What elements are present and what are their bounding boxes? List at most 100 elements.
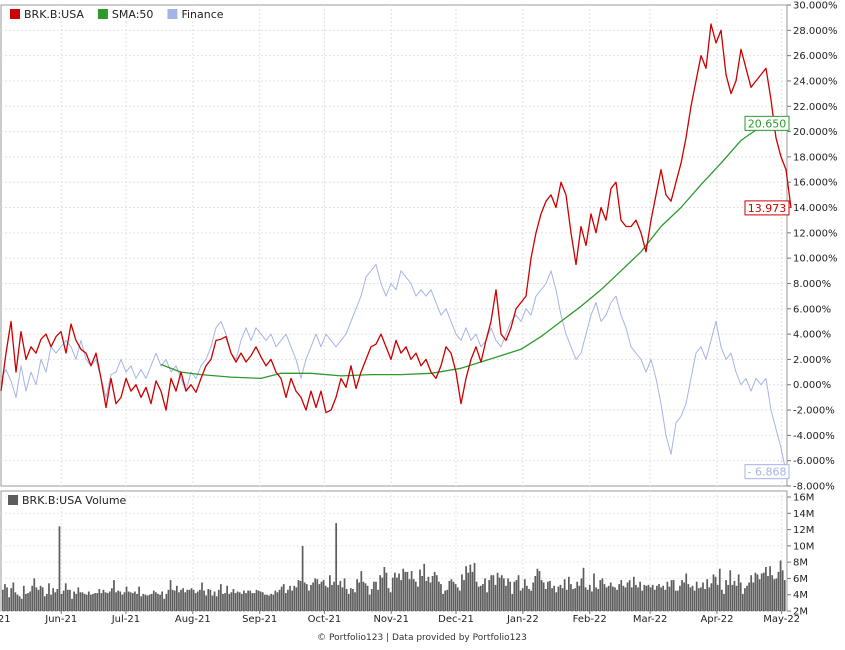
volume-bar xyxy=(329,575,331,611)
volume-bar xyxy=(618,584,620,611)
volume-bar xyxy=(737,574,740,611)
volume-bar xyxy=(64,583,67,611)
volume-bar xyxy=(272,594,275,611)
volume-bar xyxy=(274,590,277,611)
volume-y-tick-label: 4M xyxy=(793,590,808,601)
volume-bar xyxy=(39,585,42,611)
volume-bar xyxy=(320,581,323,611)
footer-credit: © Portfolio123 | Data provided by Portfo… xyxy=(317,633,527,643)
volume-bar xyxy=(119,591,122,611)
volume-bar xyxy=(310,584,312,611)
volume-bar xyxy=(475,581,478,611)
volume-bar xyxy=(56,589,59,611)
volume-bar xyxy=(337,584,340,611)
volume-bar xyxy=(762,572,765,611)
volume-bar xyxy=(226,585,228,611)
price-y-tick-label: 24.000% xyxy=(793,76,838,87)
volume-bar xyxy=(222,593,224,611)
volume-bar xyxy=(111,588,113,611)
volume-bar xyxy=(641,590,644,611)
volume-bar xyxy=(379,575,382,611)
volume-bar xyxy=(695,581,698,611)
volume-bar xyxy=(60,593,63,611)
volume-bar xyxy=(486,592,488,611)
volume-bar xyxy=(131,593,134,611)
volume-bar xyxy=(542,582,545,611)
volume-bar xyxy=(702,582,704,611)
volume-bar xyxy=(381,577,384,611)
volume-bar xyxy=(561,588,564,611)
volume-bar xyxy=(31,585,34,611)
volume-bar xyxy=(555,592,558,611)
volume-bar xyxy=(240,593,243,611)
volume-bar xyxy=(203,590,205,611)
volume-bar xyxy=(228,593,231,611)
volume-bar xyxy=(666,581,669,611)
volume-bar xyxy=(165,593,168,611)
volume-bar xyxy=(509,581,511,611)
volume-bar xyxy=(603,584,606,611)
volume-bar xyxy=(534,576,537,611)
volume-bar xyxy=(318,584,321,611)
volume-bar xyxy=(90,594,92,611)
volume-bar xyxy=(670,580,673,611)
volume-bar xyxy=(46,593,48,611)
volume-bar xyxy=(419,569,421,611)
x-tick-label: Sep-21 xyxy=(242,614,277,625)
volume-bar xyxy=(150,593,153,611)
volume-bar xyxy=(83,593,86,611)
volume-bar xyxy=(178,592,180,611)
volume-bar xyxy=(438,581,440,611)
series-line-sma-50 xyxy=(160,122,772,380)
volume-bar xyxy=(343,578,346,611)
volume-bar xyxy=(35,587,38,611)
volume-bar xyxy=(167,589,170,611)
volume-bar xyxy=(597,589,600,611)
volume-bar xyxy=(609,582,612,611)
volume-bar xyxy=(8,597,10,611)
volume-bar xyxy=(760,573,763,611)
price-y-tick-label: 26.000% xyxy=(793,51,838,62)
volume-bar xyxy=(777,571,780,611)
volume-bar xyxy=(375,581,377,611)
volume-bar xyxy=(471,571,474,611)
volume-bar xyxy=(488,580,491,611)
volume-bar xyxy=(605,587,608,611)
volume-bar xyxy=(220,584,222,611)
volume-bar xyxy=(559,584,562,611)
volume-bar xyxy=(752,582,755,611)
end-value-tag-brk-b-usa xyxy=(744,200,790,216)
volume-bar xyxy=(266,594,268,611)
volume-bar xyxy=(308,590,310,611)
volume-bar xyxy=(467,572,470,611)
volume-bar xyxy=(349,588,352,611)
volume-y-tick-label: 16M xyxy=(793,493,814,504)
volume-bar xyxy=(721,589,723,611)
volume-bar xyxy=(697,588,700,611)
volume-bar xyxy=(412,579,415,611)
volume-bar xyxy=(66,589,69,611)
x-tick-label: May-22 xyxy=(763,614,800,625)
volume-bar xyxy=(98,589,101,611)
volume-bar xyxy=(125,586,128,611)
volume-bar xyxy=(630,587,633,611)
legend-swatch xyxy=(167,9,178,19)
volume-bar xyxy=(714,576,717,611)
volume-bar xyxy=(551,588,553,611)
volume-bar xyxy=(22,585,25,611)
volume-bar xyxy=(213,591,216,611)
volume-bar xyxy=(48,583,50,611)
volume-bar xyxy=(584,587,587,611)
volume-bar xyxy=(232,589,235,611)
volume-bar xyxy=(496,572,499,611)
volume-bar xyxy=(291,590,293,611)
volume-bar xyxy=(87,591,90,611)
volume-bar xyxy=(662,585,665,611)
volume-bar xyxy=(14,592,17,611)
volume-bar xyxy=(368,594,371,611)
volume-bar xyxy=(161,591,164,611)
volume-bar xyxy=(574,588,576,611)
volume-bar xyxy=(513,581,516,611)
volume-bar xyxy=(444,590,447,611)
end-value-label: 20.650 xyxy=(748,117,787,130)
